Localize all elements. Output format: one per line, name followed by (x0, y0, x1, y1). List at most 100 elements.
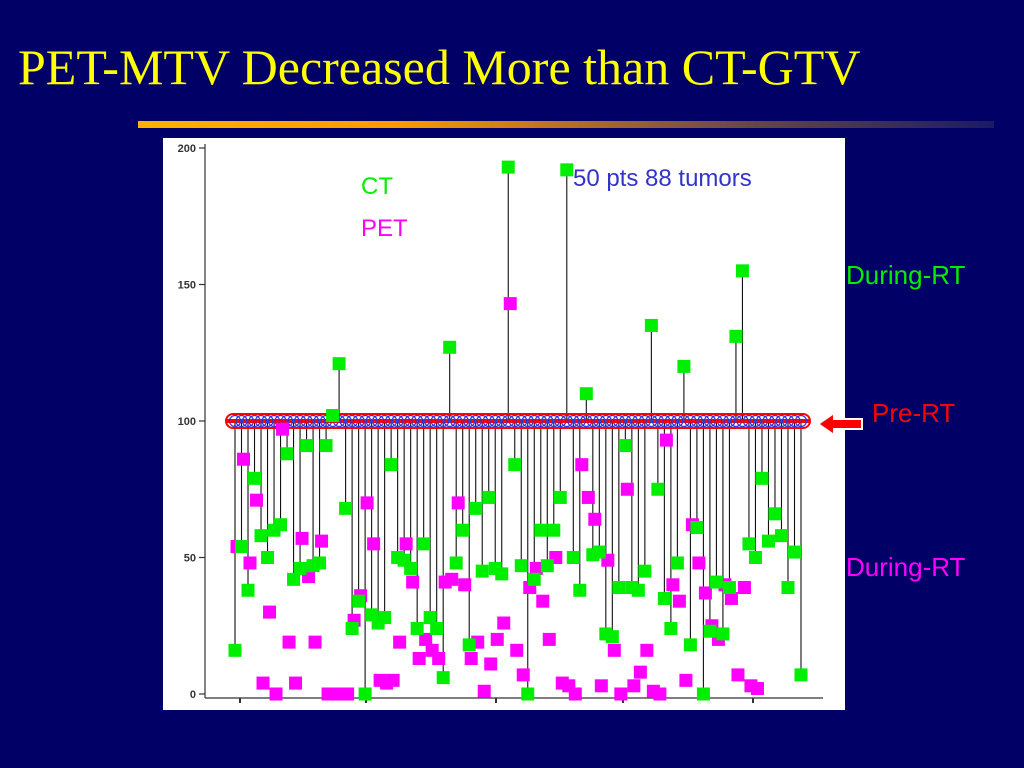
ct-point (664, 621, 678, 635)
ct-point (787, 545, 801, 559)
pre-rt-marker (306, 414, 320, 428)
ct-point (423, 611, 437, 625)
pet-point (432, 652, 446, 666)
ct-point (560, 163, 574, 177)
ct-point (410, 621, 424, 635)
pet-point (237, 452, 251, 466)
pre-rt-marker (612, 414, 625, 428)
pet-point (497, 616, 511, 630)
ct-point (280, 447, 294, 461)
ct-point (339, 501, 353, 515)
ct-point (228, 643, 242, 657)
ct-point (527, 572, 541, 586)
chart-panel: 0 50 100 150 200 CT PET 50 pts 88 tumors (163, 138, 845, 710)
pet-point (575, 458, 589, 472)
ct-point (319, 439, 333, 453)
pre-rt-marker (424, 414, 437, 428)
ct-point (553, 490, 567, 504)
legend-pet: PET (361, 215, 408, 242)
y-tick-label: 0 (190, 689, 196, 701)
pet-point (679, 673, 693, 687)
ct-point (326, 409, 340, 423)
pet-point (445, 572, 459, 586)
during-rt-ct-label: During-RT (846, 260, 966, 290)
pre-rt-marker (267, 414, 281, 428)
pre-rt-marker (443, 414, 456, 428)
ct-point (456, 523, 470, 537)
pre-rt-marker (261, 414, 274, 428)
chart-annotation: 50 pts 88 tumors (573, 165, 752, 192)
ct-point (592, 545, 606, 559)
pet-point (367, 537, 381, 551)
pre-rt-marker (625, 414, 638, 428)
pet-point (672, 594, 686, 608)
ct-point (781, 581, 795, 595)
ct-point (573, 583, 587, 597)
pre-rt-marker (684, 414, 697, 428)
ct-point (254, 529, 268, 543)
pre-rt-marker (463, 414, 476, 428)
ct-point (696, 687, 710, 701)
pre-rt-marker (430, 414, 443, 428)
pre-rt-marker (365, 414, 378, 428)
ct-point (540, 559, 554, 573)
ct-point (657, 591, 671, 605)
pre-rt-marker (749, 414, 762, 428)
pet-point (386, 673, 400, 687)
ct-point (690, 520, 704, 534)
during-rt-pet-label: During-RT (846, 552, 966, 582)
pre-rt-marker (378, 414, 391, 428)
y-tick-label: 100 (178, 416, 196, 428)
pet-point (315, 534, 329, 548)
pre-rt-marker (456, 414, 469, 428)
pre-rt-marker (372, 414, 385, 428)
pre-rt-marker (710, 414, 723, 428)
pre-rt-marker (677, 414, 690, 428)
pre-rt-marker (398, 414, 411, 428)
ct-point (417, 537, 431, 551)
pre-rt-marker (293, 414, 307, 428)
pre-rt-marker (235, 414, 248, 428)
pet-point (341, 687, 355, 701)
pre-rt-marker (547, 414, 560, 428)
ct-point (521, 687, 535, 701)
pre-rt-marker (411, 414, 424, 428)
ct-point (748, 551, 762, 564)
pre-rt-marker (690, 414, 704, 428)
pet-point (464, 652, 478, 666)
pet-point (536, 594, 550, 608)
pre-rt-marker (645, 414, 658, 428)
pet-point (282, 635, 296, 649)
pet-point (659, 433, 673, 447)
pre-rt-marker (391, 414, 404, 428)
ct-point (495, 567, 509, 581)
ct-point (534, 523, 548, 537)
left-arrow-icon (818, 411, 863, 437)
ct-point (274, 518, 288, 532)
pre-rt-marker (619, 414, 632, 428)
pre-rt-marker (469, 414, 482, 428)
y-tick-label: 50 (184, 553, 196, 565)
ct-point (638, 564, 652, 578)
ct-point (404, 561, 418, 575)
pre-rt-marker (586, 414, 599, 428)
pre-rt-marker (781, 414, 795, 428)
pre-rt-marker (775, 414, 788, 428)
pre-rt-marker (599, 414, 612, 428)
pre-rt-marker (528, 414, 541, 428)
pre-rt-marker (417, 414, 430, 428)
pet-point (529, 561, 543, 575)
pet-point (620, 482, 634, 496)
pet-point (289, 676, 303, 690)
ct-point (794, 668, 808, 682)
pre-rt-marker (495, 414, 508, 428)
pre-rt-marker (729, 414, 743, 428)
pre-rt-marker (723, 414, 736, 428)
pet-point (594, 679, 608, 693)
pet-point (510, 643, 524, 657)
ct-point (261, 551, 275, 564)
ct-point (755, 471, 769, 485)
ct-point (761, 534, 775, 548)
ct-point (722, 581, 736, 595)
pre-rt-marker (554, 414, 567, 428)
